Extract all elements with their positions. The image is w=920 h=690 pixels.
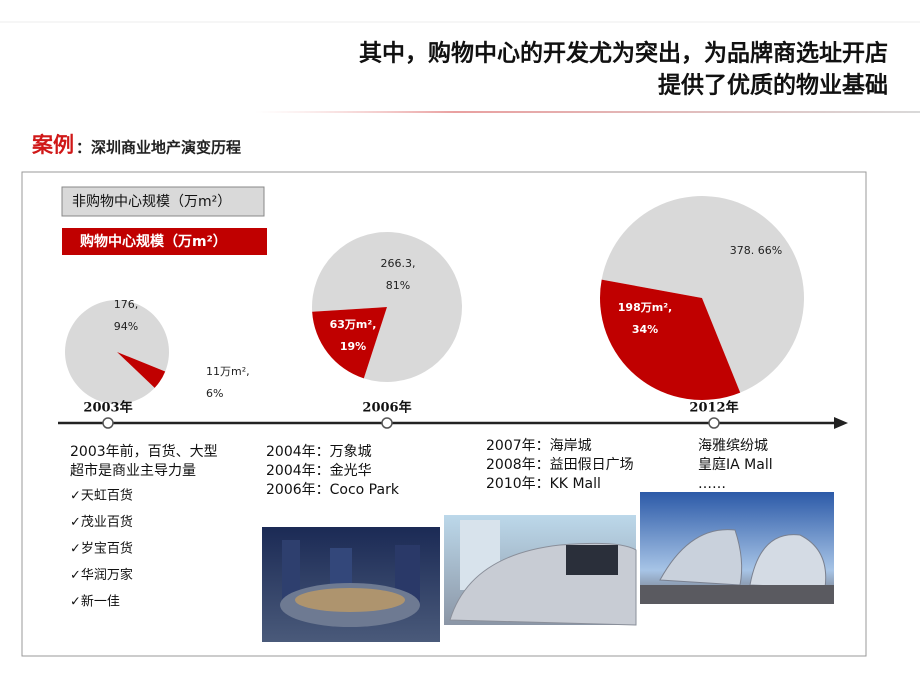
timeline-note: ✓华润万家 xyxy=(70,567,133,583)
slice-label: 63万m², xyxy=(330,318,377,331)
slice-label: 94% xyxy=(114,320,138,333)
timeline-note: 2004年：万象城 xyxy=(266,444,372,460)
timeline-note: 2008年：益田假日广场 xyxy=(486,457,634,473)
pie-slice xyxy=(65,300,169,404)
pie-slice xyxy=(601,196,805,393)
timeline-dot xyxy=(381,417,393,429)
timeline-note: 2010年：KK Mall xyxy=(486,476,601,492)
timeline-note: 2006年：Coco Park xyxy=(266,482,400,498)
photo xyxy=(640,492,834,604)
case-subtitle: ：深圳商业地产演变历程 xyxy=(76,139,241,157)
timeline-dot xyxy=(102,417,114,429)
timeline-note: 海雅缤纷城 xyxy=(698,438,768,454)
photo xyxy=(262,527,440,642)
pie-slice xyxy=(312,307,387,379)
year-label: 2006年 xyxy=(362,400,411,416)
slice-label: 176, xyxy=(114,298,139,311)
slice-label: 34% xyxy=(632,323,658,336)
photo xyxy=(444,515,637,626)
legend-box xyxy=(61,186,265,217)
slice-label: 81% xyxy=(386,279,410,292)
timeline-note: ✓新一佳 xyxy=(70,594,120,610)
year-label: 2012年 xyxy=(689,400,738,416)
slice-label: 6% xyxy=(206,387,223,400)
case-tag: 案例 xyxy=(31,133,74,157)
title-line: 其中，购物中心的开发尤为突出，为品牌商选址开店 xyxy=(359,40,888,67)
timeline-note: ✓茂业百货 xyxy=(70,514,133,530)
legend-box xyxy=(62,228,267,255)
timeline-note: …… xyxy=(698,476,726,492)
timeline-note: ✓天虹百货 xyxy=(70,488,133,504)
timeline-note: 2003年前，百货、大型 xyxy=(70,443,218,460)
pie-slice xyxy=(600,279,741,400)
slice-label: 198万m², xyxy=(618,301,672,314)
header-rule xyxy=(255,111,920,113)
timeline-dot xyxy=(708,417,720,429)
legend-label: 购物中心规模（万m²） xyxy=(80,233,227,250)
legend-label: 非购物中心规模（万m²） xyxy=(72,194,231,210)
year-label: 2003年 xyxy=(83,400,132,416)
slice-label: 266.3, xyxy=(381,257,416,270)
timeline-note: 皇庭IA Mall xyxy=(698,456,773,473)
pie-slice xyxy=(117,352,166,388)
timeline-note: 超市是商业主导力量 xyxy=(70,462,196,479)
slice-label: 19% xyxy=(340,340,366,353)
timeline-arrow xyxy=(834,417,848,429)
slice-label: 11万m², xyxy=(206,365,250,378)
timeline-note: 2004年：金光华 xyxy=(266,463,372,479)
title-line: 提供了优质的物业基础 xyxy=(658,72,888,99)
pie-slice xyxy=(312,231,463,382)
timeline-note: 2007年：海岸城 xyxy=(486,438,592,454)
slice-label: 378. 66% xyxy=(730,244,782,257)
timeline-note: ✓岁宝百货 xyxy=(70,541,133,557)
